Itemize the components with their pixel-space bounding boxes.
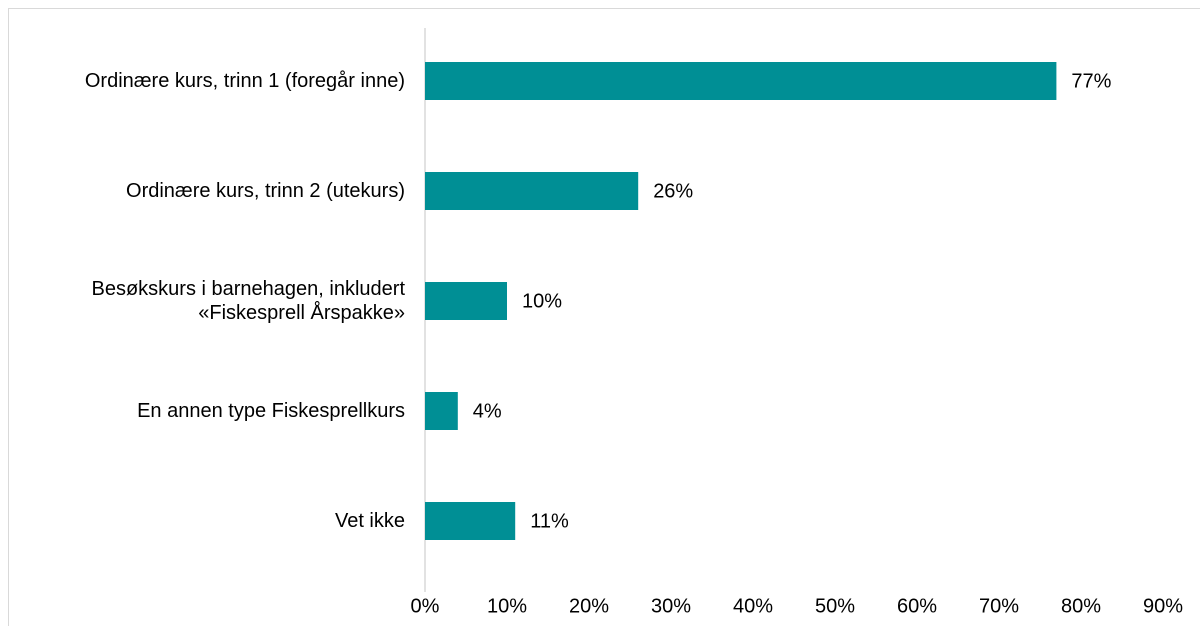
y-tick-label: Ordinære kurs, trinn 1 (foregår inne): [84, 70, 405, 92]
x-tick-label: 10%: [487, 595, 527, 617]
y-tick-label: En annen type Fiskesprellkurs: [137, 400, 405, 422]
bar: [425, 502, 516, 540]
x-tick-label: 90%: [1143, 595, 1183, 617]
data-label: 11%: [530, 510, 569, 532]
bar: [425, 62, 1057, 100]
x-tick-label: 40%: [733, 595, 773, 617]
bar: [425, 282, 507, 320]
x-tick-label: 20%: [569, 595, 609, 617]
y-tick-label: Ordinære kurs, trinn 2 (utekurs): [126, 180, 405, 202]
data-label: 10%: [522, 290, 562, 312]
y-tick-label: Besøkskurs i barnehagen, inkludert «Fisk…: [91, 278, 406, 324]
chart-frame: [8, 8, 1200, 626]
bar: [425, 392, 458, 430]
x-tick-label: 80%: [1061, 595, 1101, 617]
x-tick-label: 50%: [815, 595, 855, 617]
x-tick-label: 0%: [411, 595, 440, 617]
bar: [425, 172, 639, 210]
data-label: 26%: [653, 180, 693, 202]
y-tick-label: Vet ikke: [334, 510, 405, 532]
x-tick-label: 30%: [651, 595, 691, 617]
x-tick-label: 70%: [979, 595, 1019, 617]
x-tick-label: 60%: [897, 595, 937, 617]
data-label: 77%: [1071, 70, 1111, 92]
data-label: 4%: [473, 400, 502, 422]
